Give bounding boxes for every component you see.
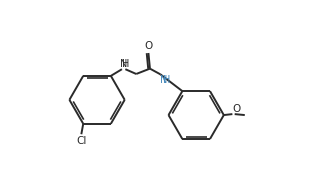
Text: Cl: Cl (76, 136, 86, 146)
Text: O: O (232, 103, 241, 113)
Text: H: H (122, 59, 130, 69)
Text: H: H (163, 75, 170, 85)
Text: N: N (160, 75, 168, 85)
Text: O: O (144, 41, 153, 51)
Text: N: N (120, 59, 128, 69)
